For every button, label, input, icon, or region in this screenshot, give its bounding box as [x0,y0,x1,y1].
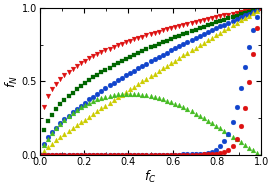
X-axis label: $f_C$: $f_C$ [144,169,157,185]
Y-axis label: $f_N$: $f_N$ [4,75,20,88]
